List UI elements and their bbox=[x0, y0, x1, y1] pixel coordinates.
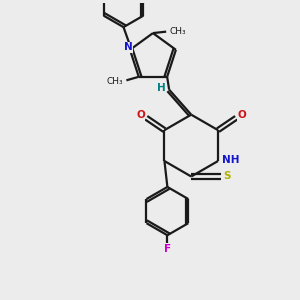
Text: F: F bbox=[164, 244, 171, 254]
Text: N: N bbox=[124, 42, 133, 52]
Text: CH₃: CH₃ bbox=[169, 26, 186, 35]
Text: NH: NH bbox=[222, 154, 239, 165]
Text: O: O bbox=[136, 110, 145, 120]
Text: CH₃: CH₃ bbox=[106, 77, 123, 86]
Text: S: S bbox=[224, 172, 231, 182]
Text: H: H bbox=[157, 83, 165, 93]
Text: O: O bbox=[237, 110, 246, 120]
